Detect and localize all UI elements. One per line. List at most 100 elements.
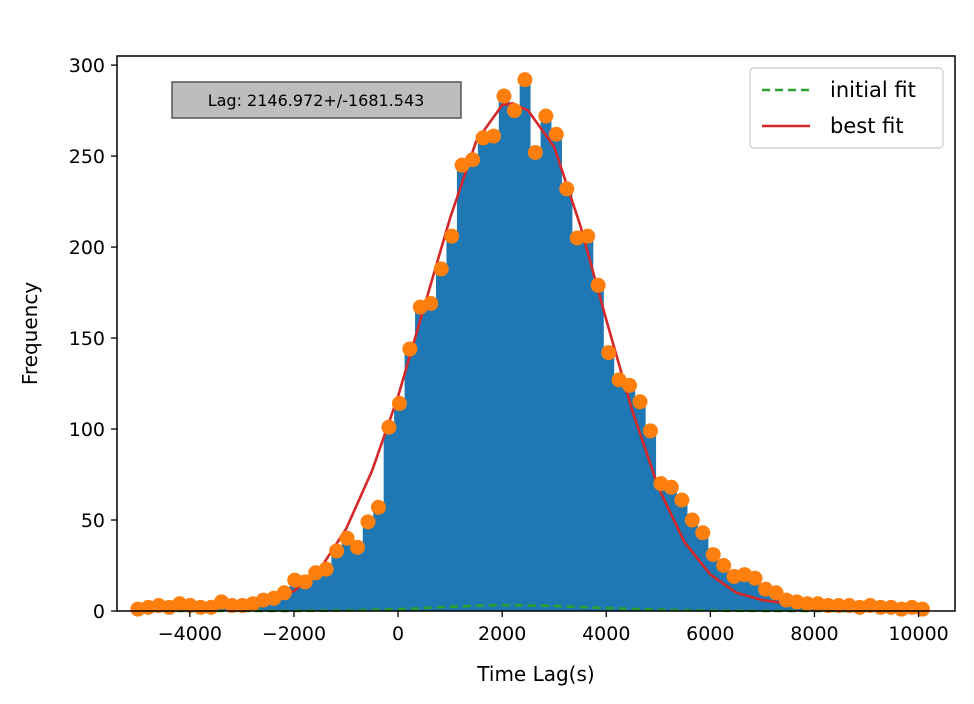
data-point xyxy=(831,598,847,614)
x-tick-label: 6000 xyxy=(686,623,734,645)
histogram-bar xyxy=(509,110,521,612)
histogram-bar xyxy=(352,547,364,611)
data-point xyxy=(517,72,533,88)
histogram-bar xyxy=(331,550,343,611)
data-point xyxy=(548,126,564,142)
histogram-bar xyxy=(394,403,406,611)
histogram-bar xyxy=(582,236,594,612)
lag-annotation-text: Lag: 2146.972+/-1681.543 xyxy=(208,91,425,110)
histogram-bar xyxy=(299,581,311,611)
x-tick-label: −2000 xyxy=(262,623,326,645)
data-point xyxy=(642,423,658,439)
legend-label-initial-fit: initial fit xyxy=(830,78,916,102)
histogram-bar xyxy=(498,96,510,612)
data-point xyxy=(580,228,596,244)
histogram-bar xyxy=(749,578,761,611)
data-point xyxy=(538,108,554,124)
x-tick-label: 8000 xyxy=(790,623,838,645)
y-tick-label: 200 xyxy=(69,237,105,259)
histogram-bar xyxy=(718,565,730,611)
legend-label-best-fit: best fit xyxy=(830,114,904,138)
data-point xyxy=(350,539,366,555)
data-point xyxy=(559,181,575,197)
histogram-bar xyxy=(488,136,500,612)
data-point xyxy=(747,570,763,586)
data-point xyxy=(297,574,313,590)
data-points xyxy=(130,72,930,617)
histogram-bar xyxy=(341,538,353,611)
data-point xyxy=(768,585,784,601)
data-point xyxy=(433,261,449,277)
data-point xyxy=(820,598,836,614)
x-axis-ticks: −4000 −2000 0 2000 4000 6000 8000 10000 xyxy=(158,611,949,645)
data-point xyxy=(716,558,732,574)
histogram-bar xyxy=(519,79,531,611)
data-point xyxy=(695,525,711,541)
data-point xyxy=(705,547,721,563)
data-point xyxy=(423,295,439,311)
data-point xyxy=(465,152,481,168)
histogram-bar xyxy=(415,307,426,611)
y-tick-label: 100 xyxy=(69,419,105,441)
data-point xyxy=(632,394,648,410)
histogram-bar xyxy=(571,237,583,611)
histogram-bar xyxy=(373,507,385,611)
lag-annotation: Lag: 2146.972+/-1681.543 xyxy=(171,81,462,119)
data-point xyxy=(444,228,460,244)
x-axis-label: Time Lag(s) xyxy=(476,662,594,686)
data-point xyxy=(329,543,345,559)
data-point xyxy=(590,277,606,293)
histogram-bar xyxy=(728,576,740,611)
histogram-bar xyxy=(289,580,301,611)
histogram-bar xyxy=(666,487,678,611)
y-axis-ticks: 0 50 100 150 200 250 300 xyxy=(69,55,117,623)
legend-box xyxy=(749,67,944,149)
histogram-bar xyxy=(551,134,562,611)
histogram-bar xyxy=(613,379,625,611)
data-point xyxy=(506,103,522,119)
y-tick-label: 0 xyxy=(93,601,105,623)
histogram-bar xyxy=(603,352,615,611)
lag-annotation-box xyxy=(171,81,462,119)
histogram-bar xyxy=(446,236,458,612)
y-tick-label: 250 xyxy=(69,146,105,168)
histogram-bar xyxy=(561,188,573,611)
x-tick-label: 4000 xyxy=(582,623,630,645)
histogram-bar xyxy=(383,427,395,611)
data-point xyxy=(914,601,930,617)
histogram-bar xyxy=(655,483,667,611)
histogram-bar xyxy=(362,521,374,611)
histogram-bar xyxy=(645,430,657,611)
histogram-bar xyxy=(634,401,646,611)
histogram-bar xyxy=(425,303,437,611)
data-point xyxy=(622,377,638,393)
data-point xyxy=(339,530,355,546)
histogram-bar xyxy=(707,554,719,611)
histogram-bar xyxy=(739,574,751,611)
histogram-bar xyxy=(540,116,552,611)
data-point xyxy=(370,499,386,515)
x-tick-label: 10000 xyxy=(888,623,948,645)
data-point xyxy=(684,512,700,528)
histogram-bar xyxy=(676,500,688,611)
histogram-bar xyxy=(310,572,322,611)
data-point xyxy=(381,419,397,435)
y-tick-label: 150 xyxy=(69,328,105,350)
data-point xyxy=(674,492,690,508)
data-point xyxy=(527,144,543,160)
histogram-bar xyxy=(697,532,709,611)
data-point xyxy=(391,396,407,412)
data-point xyxy=(276,585,292,601)
data-point xyxy=(601,345,617,361)
histogram-bar xyxy=(477,137,489,611)
histogram-bar xyxy=(404,348,416,611)
data-point xyxy=(224,598,240,614)
histogram-bar xyxy=(592,285,604,611)
data-point xyxy=(799,596,815,612)
data-point xyxy=(360,514,376,530)
legend: initial fit best fit xyxy=(749,67,944,149)
histogram-bar xyxy=(320,569,332,611)
data-point xyxy=(402,341,418,357)
histogram-bar xyxy=(435,268,447,611)
data-point xyxy=(318,561,334,577)
